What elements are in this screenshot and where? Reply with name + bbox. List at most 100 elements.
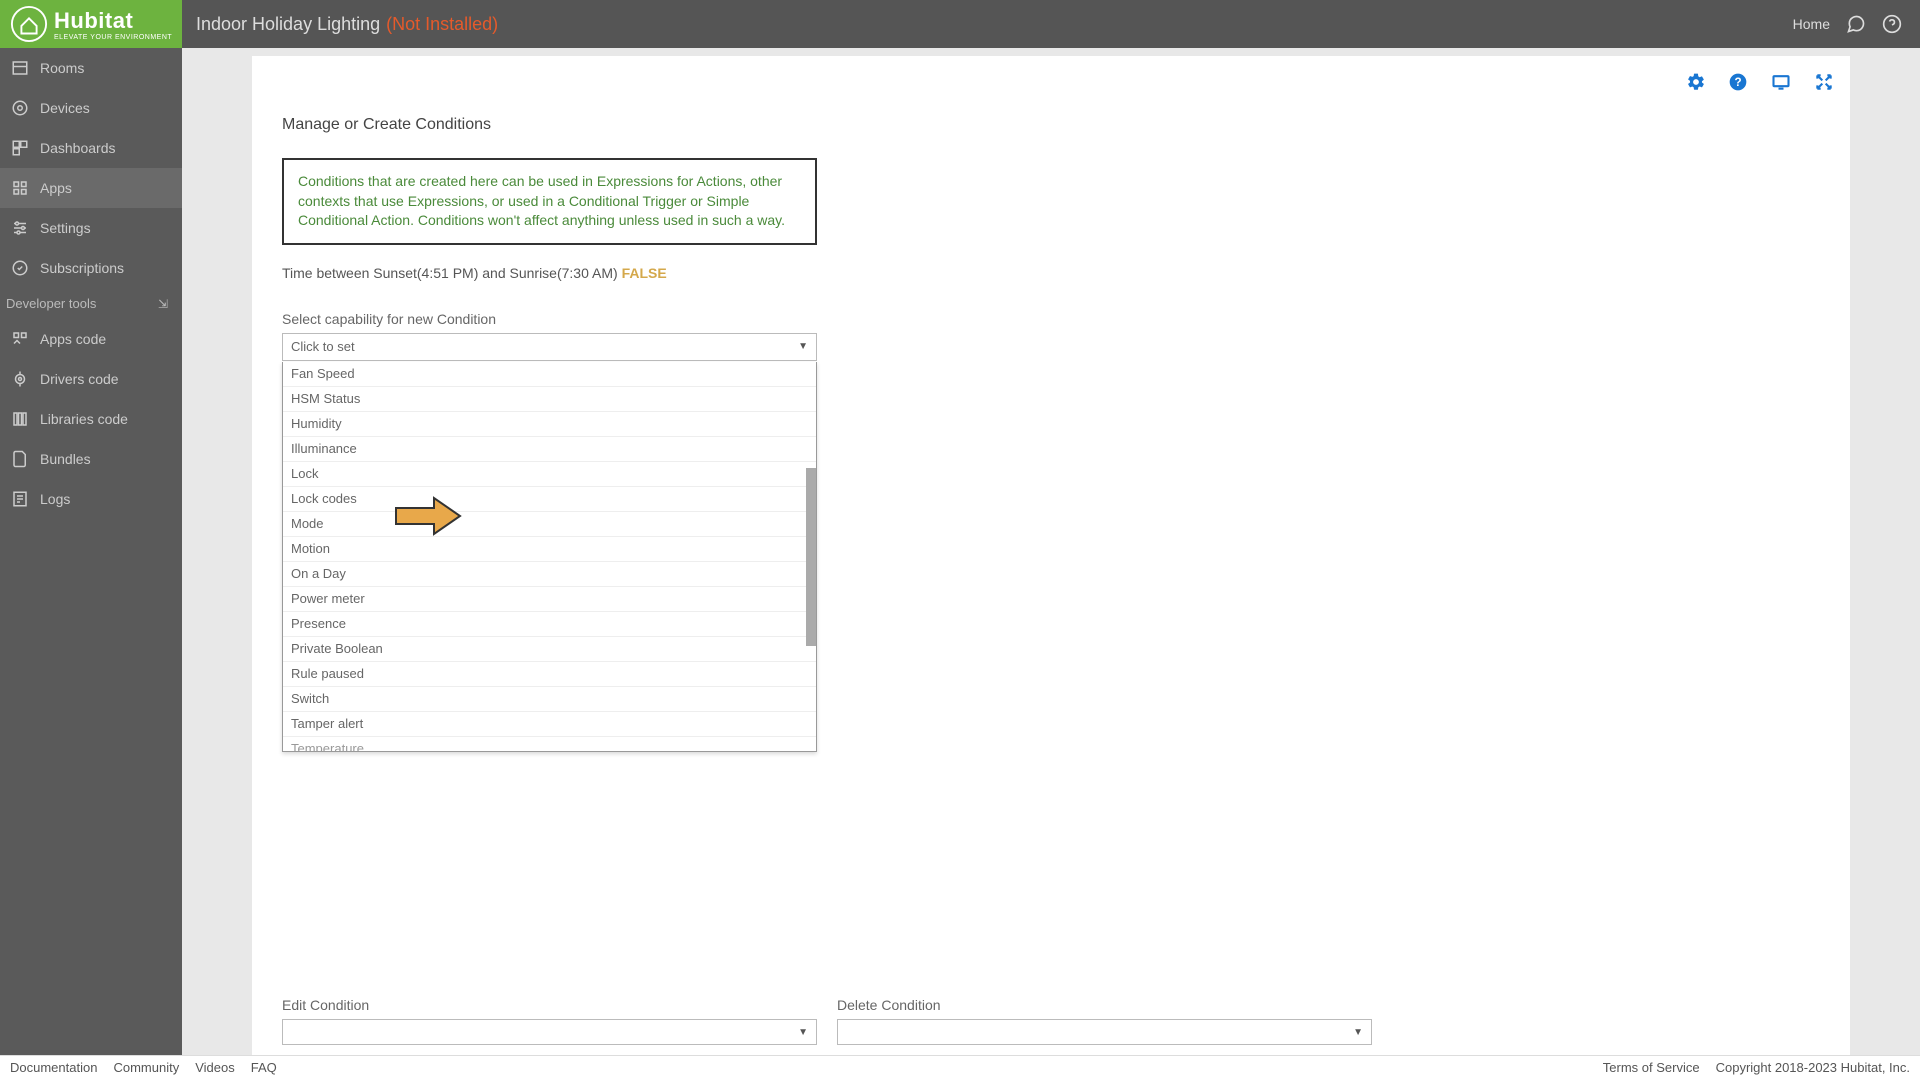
edit-condition-select[interactable]: ▼ [282,1019,817,1045]
sidebar-item-label: Libraries code [40,411,128,427]
dd-item-private-boolean[interactable]: Private Boolean [283,637,816,662]
footer-tos[interactable]: Terms of Service [1603,1060,1700,1075]
edit-label: Edit Condition [282,997,817,1013]
sunrise-label: Sunrise [510,265,557,281]
sidebar-item-rooms[interactable]: Rooms [0,48,182,88]
logo[interactable]: Hubitat ELEVATE YOUR ENVIRONMENT [0,0,182,48]
capability-label: Select capability for new Condition [282,311,1820,327]
sidebar-item-drivers-code[interactable]: Drivers code [0,359,182,399]
dd-item-tamper-alert[interactable]: Tamper alert [283,712,816,737]
top-header: Hubitat ELEVATE YOUR ENVIRONMENT Indoor … [0,0,1920,48]
edit-condition-field: Edit Condition ▼ [282,997,817,1045]
sidebar-item-apps[interactable]: Apps [0,168,182,208]
sidebar-item-label: Rooms [40,60,84,76]
logs-icon [10,489,30,509]
bottom-fields: Edit Condition ▼ Delete Condition ▼ [282,997,1372,1045]
header-actions: Home [1793,14,1920,34]
dropdown-list: Fan Speed HSM Status Humidity Illuminanc… [283,362,816,751]
sidebar-item-settings[interactable]: Settings [0,208,182,248]
dd-item-lock-codes[interactable]: Lock codes [283,487,816,512]
section-title: Manage or Create Conditions [282,116,1820,134]
dd-item-mode[interactable]: Mode [283,512,816,537]
dd-item-humidity[interactable]: Humidity [283,412,816,437]
help-icon[interactable]: ? [1728,72,1748,92]
gear-icon[interactable] [1686,72,1706,92]
sidebar-item-apps-code[interactable]: Apps code [0,319,182,359]
caret-down-icon: ▼ [798,341,808,352]
delete-condition-select[interactable]: ▼ [837,1019,1372,1045]
dd-item-switch[interactable]: Switch [283,687,816,712]
footer-right: Terms of Service Copyright 2018-2023 Hub… [1603,1060,1910,1075]
dd-item-rule-paused[interactable]: Rule paused [283,662,816,687]
sidebar-item-label: Bundles [40,451,91,467]
footer-link-community[interactable]: Community [113,1060,179,1075]
home-link[interactable]: Home [1793,16,1830,32]
conditions-section: Manage or Create Conditions Conditions t… [252,56,1850,361]
dd-item-presence[interactable]: Presence [283,612,816,637]
delete-condition-field: Delete Condition ▼ [837,997,1372,1045]
dd-item-power-meter[interactable]: Power meter [283,587,816,612]
sidebar-item-logs[interactable]: Logs [0,479,182,519]
time-prefix: Time between Sunset [282,265,417,281]
app-toolbar: ? [1686,72,1834,92]
sidebar: Rooms Devices Dashboards Apps Settings S… [0,48,182,1055]
libraries-icon [10,409,30,429]
svg-text:?: ? [1734,76,1741,89]
brand-tagline: ELEVATE YOUR ENVIRONMENT [54,34,172,41]
sidebar-item-label: Apps [40,180,72,196]
driverscode-icon [10,369,30,389]
dd-item-hsm-status[interactable]: HSM Status [283,387,816,412]
caret-down-icon: ▼ [1353,1027,1363,1038]
sidebar-item-libraries-code[interactable]: Libraries code [0,399,182,439]
section-label: Developer tools [6,296,96,311]
dd-item-lock[interactable]: Lock [283,462,816,487]
developer-tools-header[interactable]: Developer tools ⇲ [0,288,182,319]
sidebar-item-devices[interactable]: Devices [0,88,182,128]
footer: Documentation Community Videos FAQ Terms… [0,1055,1920,1079]
capability-select[interactable]: Click to set ▼ Fan Speed HSM Status Humi… [282,333,817,361]
settings-icon [10,218,30,238]
sidebar-item-bundles[interactable]: Bundles [0,439,182,479]
devices-icon [10,98,30,118]
sunrise-time: (7:30 AM) [557,265,622,281]
logo-text: Hubitat ELEVATE YOUR ENVIRONMENT [54,8,172,41]
footer-copyright: Copyright 2018-2023 Hubitat, Inc. [1716,1060,1910,1075]
rooms-icon [10,58,30,78]
sidebar-item-label: Logs [40,491,70,507]
page-title: Indoor Holiday Lighting [196,14,380,35]
dd-item-illuminance[interactable]: Illuminance [283,437,816,462]
display-icon[interactable] [1770,72,1792,92]
footer-links: Documentation Community Videos FAQ [10,1060,277,1075]
bundles-icon [10,449,30,469]
sidebar-item-label: Drivers code [40,371,119,387]
time-and: and [478,265,509,281]
dd-item-on-a-day[interactable]: On a Day [283,562,816,587]
help-icon[interactable] [1882,14,1902,34]
chat-icon[interactable] [1846,14,1866,34]
sidebar-item-label: Dashboards [40,140,116,156]
expand-icon[interactable] [1814,72,1834,92]
dd-item-fan-speed[interactable]: Fan Speed [283,362,816,387]
appscode-icon [10,329,30,349]
sunset-time: (4:51 PM) [417,265,478,281]
main-area: ? Manage or Create Conditions Conditions… [182,48,1920,1055]
hubitat-logo-icon [10,5,48,43]
sidebar-item-subscriptions[interactable]: Subscriptions [0,248,182,288]
info-box: Conditions that are created here can be … [282,158,817,245]
select-placeholder: Click to set [291,339,355,354]
apps-icon [10,178,30,198]
footer-link-documentation[interactable]: Documentation [10,1060,97,1075]
sidebar-item-dashboards[interactable]: Dashboards [0,128,182,168]
collapse-icon: ⇲ [158,297,168,311]
dd-item-motion[interactable]: Motion [283,537,816,562]
content-card: ? Manage or Create Conditions Conditions… [252,56,1850,1055]
sidebar-item-label: Settings [40,220,91,236]
subscriptions-icon [10,258,30,278]
sidebar-item-label: Devices [40,100,90,116]
page-title-area: Indoor Holiday Lighting (Not Installed) [182,14,498,35]
delete-label: Delete Condition [837,997,1372,1013]
dd-item-temperature[interactable]: Temperature [283,737,816,751]
dropdown-scrollbar[interactable] [806,468,816,646]
footer-link-videos[interactable]: Videos [195,1060,235,1075]
footer-link-faq[interactable]: FAQ [251,1060,277,1075]
